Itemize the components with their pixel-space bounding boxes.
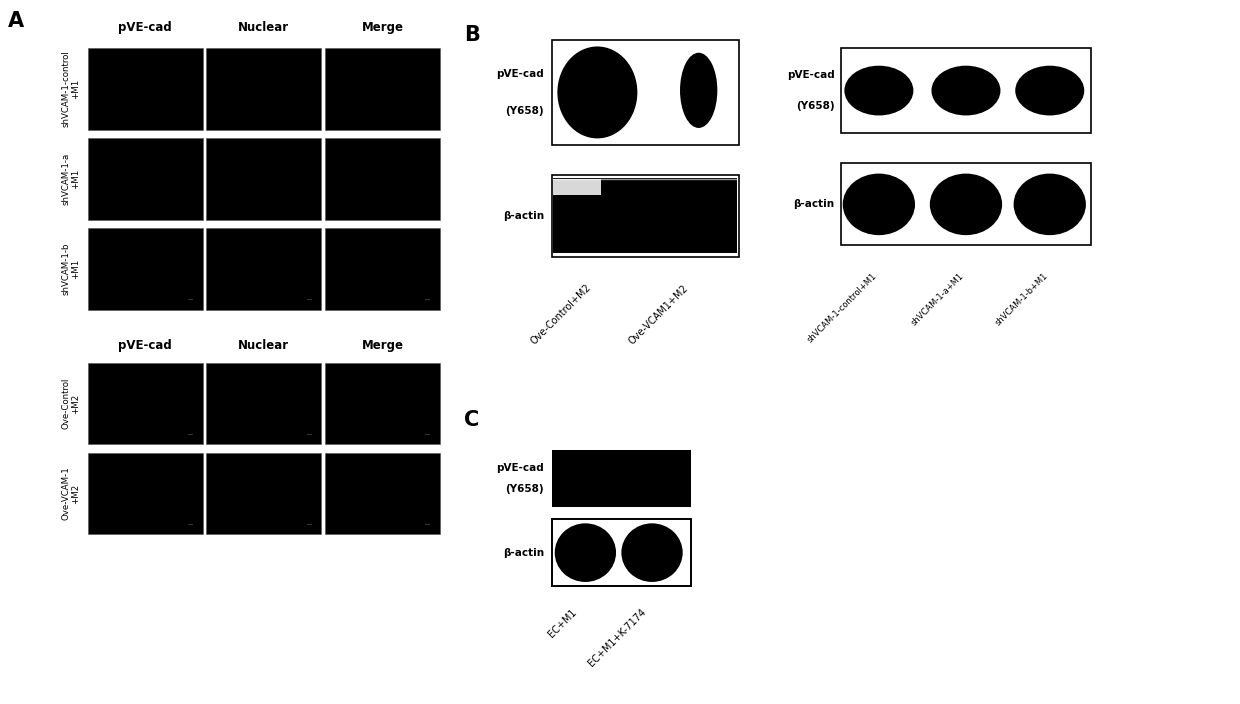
Bar [325, 138, 440, 220]
Text: Ove-VCAM-1
+M2: Ove-VCAM-1 +M2 [61, 467, 81, 520]
Bar [325, 453, 440, 534]
Bar [841, 163, 1091, 246]
Text: EC+M1+K-7174: EC+M1+K-7174 [587, 607, 649, 669]
Text: ···: ··· [425, 522, 430, 527]
Text: pVE-cad: pVE-cad [119, 339, 172, 351]
Text: ···: ··· [306, 297, 312, 302]
Ellipse shape [930, 174, 1002, 235]
Text: Merge: Merge [362, 21, 403, 34]
Text: pVE-cad: pVE-cad [496, 463, 544, 473]
Text: ···: ··· [187, 297, 193, 302]
Ellipse shape [621, 523, 683, 582]
Ellipse shape [843, 174, 915, 235]
Text: β-actin: β-actin [503, 548, 544, 558]
Ellipse shape [680, 53, 717, 128]
Bar [552, 40, 739, 145]
Text: Merge: Merge [362, 339, 403, 351]
Bar [88, 363, 202, 444]
Ellipse shape [931, 65, 1001, 115]
Text: ···: ··· [306, 432, 312, 436]
Text: shVCAM-1-control
+M1: shVCAM-1-control +M1 [61, 50, 81, 127]
Bar [206, 138, 321, 220]
Bar [88, 48, 202, 130]
Text: Nuclear: Nuclear [238, 339, 289, 351]
Text: (Y658): (Y658) [506, 106, 544, 116]
Text: β-actin: β-actin [503, 210, 544, 220]
Ellipse shape [558, 46, 637, 139]
Text: EC+M1: EC+M1 [547, 607, 579, 639]
Text: (Y658): (Y658) [506, 484, 544, 494]
Bar [88, 228, 202, 310]
Text: shVCAM-1-b
+M1: shVCAM-1-b +M1 [61, 243, 81, 295]
Text: β-actin: β-actin [794, 199, 835, 209]
Bar [552, 450, 691, 507]
Bar [88, 453, 202, 534]
Text: shVCAM-1-control+M1: shVCAM-1-control+M1 [806, 272, 879, 344]
Ellipse shape [1013, 174, 1086, 235]
Bar [552, 175, 739, 256]
Bar [88, 138, 202, 220]
Bar [841, 48, 1091, 134]
Text: shVCAM-1-a+M1: shVCAM-1-a+M1 [910, 272, 966, 327]
Text: Ove-Control
+M2: Ove-Control +M2 [61, 378, 81, 429]
Text: pVE-cad: pVE-cad [786, 70, 835, 80]
Text: B: B [464, 25, 480, 45]
Text: ···: ··· [425, 297, 430, 302]
Bar [206, 48, 321, 130]
Text: ···: ··· [306, 522, 312, 527]
Bar [325, 48, 440, 130]
Ellipse shape [844, 65, 914, 115]
Bar [325, 363, 440, 444]
Bar [206, 228, 321, 310]
Text: ···: ··· [187, 522, 193, 527]
Bar [206, 363, 321, 444]
Bar [206, 453, 321, 534]
Text: pVE-cad: pVE-cad [496, 68, 544, 79]
Text: ···: ··· [187, 432, 193, 436]
Text: Nuclear: Nuclear [238, 21, 289, 34]
Text: Ove-VCAM1+M2: Ove-VCAM1+M2 [627, 283, 691, 346]
Text: Ove-Control+M2: Ove-Control+M2 [529, 283, 594, 347]
Bar [325, 228, 440, 310]
Text: shVCAM-1-b+M1: shVCAM-1-b+M1 [993, 272, 1050, 327]
Bar [553, 178, 738, 253]
Text: A: A [9, 11, 25, 30]
Bar [553, 180, 601, 195]
Ellipse shape [1016, 65, 1084, 115]
Text: shVCAM-1-a
+M1: shVCAM-1-a +M1 [61, 153, 81, 205]
Text: (Y658): (Y658) [796, 101, 835, 111]
Bar [552, 520, 691, 586]
Text: ···: ··· [425, 432, 430, 436]
Ellipse shape [554, 523, 616, 582]
Text: C: C [464, 410, 480, 430]
Text: pVE-cad: pVE-cad [119, 21, 172, 34]
